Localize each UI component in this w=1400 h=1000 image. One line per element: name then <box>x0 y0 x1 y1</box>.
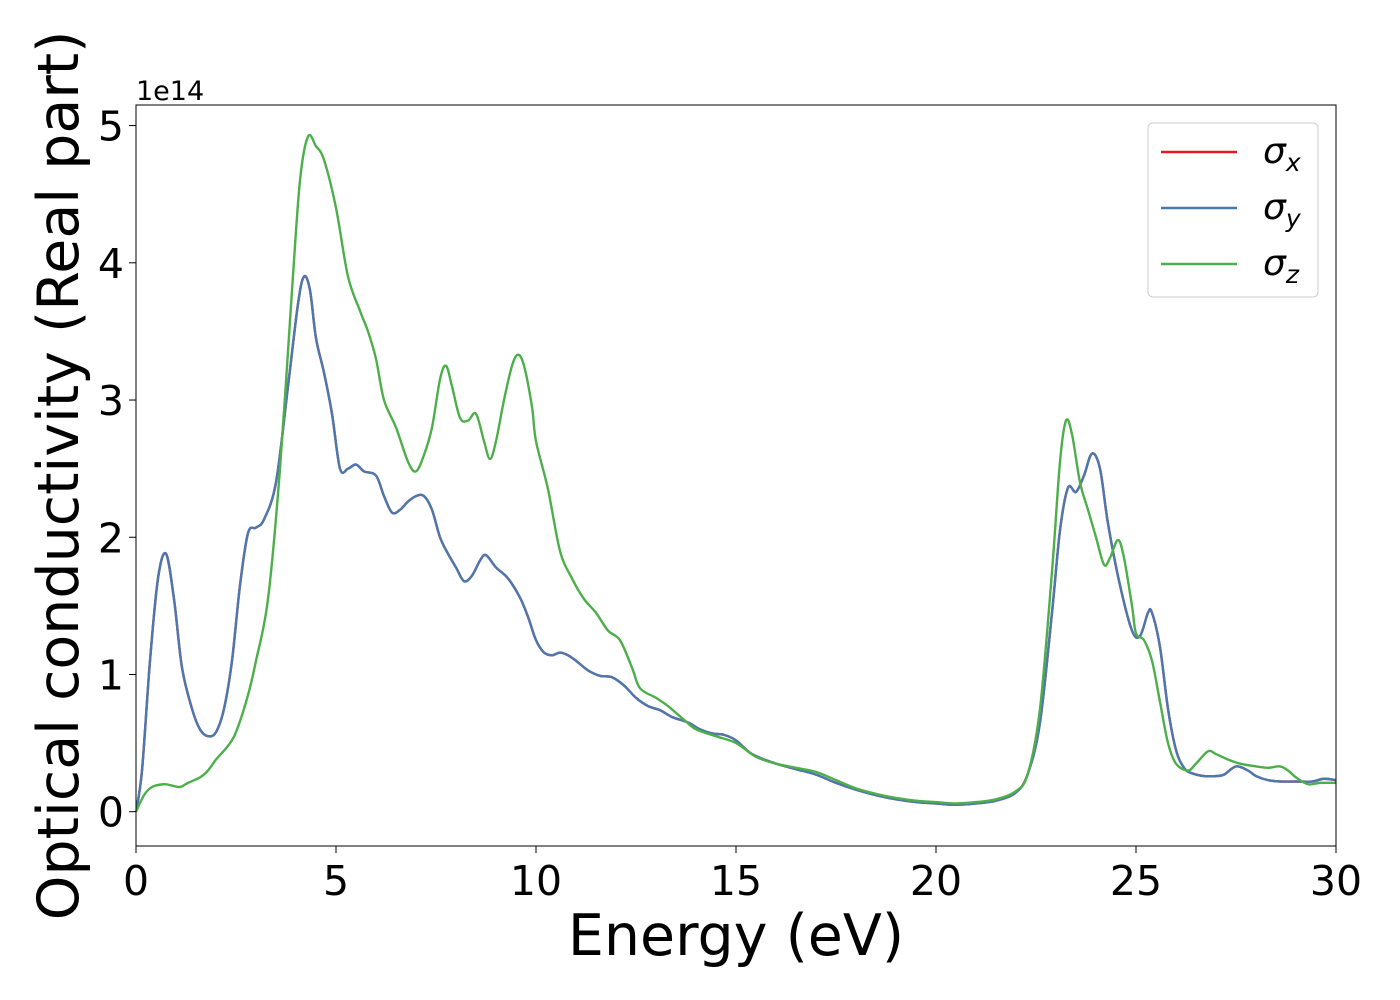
plot-area <box>136 133 1336 813</box>
x-tick-label: 20 <box>910 857 962 905</box>
axes: 0 5 10 15 20 25 30 0 1 2 3 4 5 1e14 Energy (eV) Opt… <box>26 31 1362 969</box>
x-axis-label: Energy (eV) <box>568 903 904 969</box>
series-line-x <box>136 274 1336 812</box>
y-tick-label: 1 <box>98 651 124 699</box>
legend-label-subscript: z <box>1285 260 1300 289</box>
y-axis-ticks: 0 1 2 3 4 5 <box>98 103 136 837</box>
x-tick-label: 5 <box>323 857 349 905</box>
legend-label-base: σ <box>1263 131 1287 172</box>
y-axis-label: Optical conductivity (Real part) <box>26 31 92 921</box>
legend-label-base: σ <box>1263 187 1287 228</box>
legend-box <box>1147 122 1319 298</box>
y-tick-label: 4 <box>98 240 124 288</box>
y-tick-label: 2 <box>98 514 124 562</box>
x-tick-label: 15 <box>710 857 762 905</box>
y-tick-label: 5 <box>98 103 124 151</box>
x-axis-ticks: 0 5 10 15 20 25 30 <box>123 846 1362 905</box>
y-axis-offset-text: 1e14 <box>136 76 204 107</box>
x-tick-label: 30 <box>1310 857 1362 905</box>
legend-label-subscript: y <box>1285 204 1302 233</box>
legend-label-x: σx <box>1263 131 1301 177</box>
legend-label-z: σz <box>1263 243 1300 289</box>
series-lines <box>136 133 1336 813</box>
legend-label-base: σ <box>1263 243 1287 284</box>
y-tick-label: 3 <box>98 377 124 425</box>
x-tick-label: 10 <box>510 857 562 905</box>
legend-label-subscript: x <box>1285 148 1301 177</box>
x-tick-label: 0 <box>123 857 149 905</box>
series-line-z <box>136 133 1336 813</box>
y-tick-label: 0 <box>98 789 124 837</box>
series-line-y <box>136 274 1336 812</box>
legend-label-y: σy <box>1263 187 1302 233</box>
x-tick-label: 25 <box>1110 857 1162 905</box>
